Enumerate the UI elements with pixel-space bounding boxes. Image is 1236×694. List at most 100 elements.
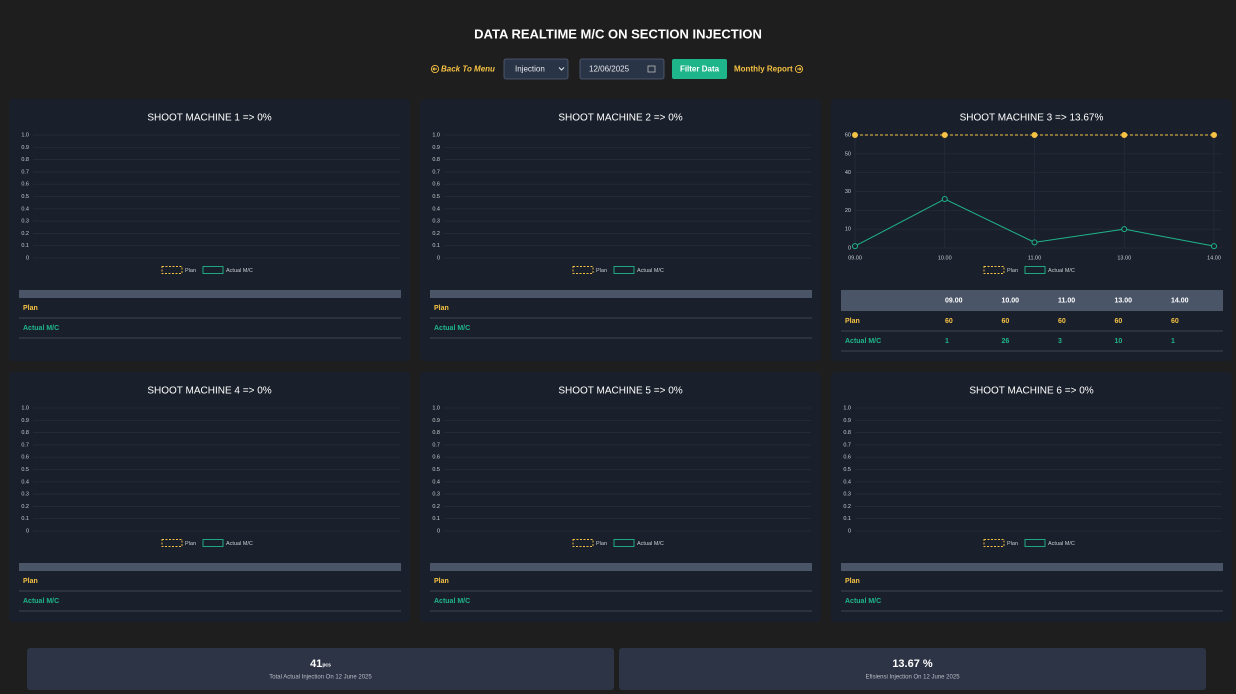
y-tick-label: 0.4: [432, 479, 440, 485]
y-tick-label: 0.2: [432, 504, 440, 510]
y-tick-label: 0: [437, 255, 440, 261]
legend-label: Plan: [596, 541, 607, 547]
data-point: [852, 132, 858, 138]
legend-swatch: [983, 266, 1005, 274]
filter-label[interactable]: Filter Data: [680, 65, 720, 74]
legend-swatch: [613, 266, 635, 274]
table-cell: 1: [1171, 338, 1175, 345]
legend-swatch: [613, 539, 635, 547]
date-input[interactable]: 12/06/2025: [579, 58, 665, 80]
y-tick-label: 1.0: [21, 405, 29, 411]
chart-title: SHOOT MACHINE 4 => 0%: [147, 386, 271, 397]
y-tick-label: 0.3: [432, 219, 440, 225]
legend-swatch: [202, 266, 224, 274]
y-tick-label: 0: [26, 528, 29, 534]
y-tick-label: 0.2: [21, 231, 29, 237]
y-tick-label: 50: [845, 151, 851, 157]
summary-efficiency: 13.67 % Efisiensi Injection On 12 June 2…: [619, 648, 1206, 690]
y-tick-label: 0: [437, 528, 440, 534]
y-tick-label: 0.8: [21, 157, 29, 163]
panel: [9, 372, 410, 622]
table-cell: 60: [1171, 318, 1179, 325]
summary-total: 41pcs Total Actual Injection On 12 June …: [27, 648, 614, 690]
y-tick-label: 0: [848, 528, 851, 534]
y-tick-label: 0.3: [843, 492, 851, 498]
legend-label: Plan: [596, 268, 607, 274]
table-cell: 60: [1115, 318, 1123, 325]
chart-title: SHOOT MACHINE 1 => 0%: [147, 113, 271, 124]
panel: [420, 99, 821, 361]
data-point: [852, 243, 858, 250]
table-cell: 60: [1058, 318, 1066, 325]
y-tick-label: 0.7: [21, 442, 29, 448]
table-cell: 1: [945, 338, 949, 345]
y-tick-label: 0.4: [843, 479, 851, 485]
table-row-label: Actual M/C: [845, 338, 881, 345]
y-tick-label: 0.9: [21, 418, 29, 424]
legend-label: Plan: [1007, 541, 1018, 547]
y-tick-label: 0.6: [21, 182, 29, 188]
table-header: [430, 290, 812, 298]
monthly-label[interactable]: Monthly Report: [734, 65, 793, 74]
y-tick-label: 0.8: [432, 157, 440, 163]
chart-title: SHOOT MACHINE 3 => 13.67%: [960, 113, 1104, 124]
y-tick-label: 0.9: [432, 418, 440, 424]
legend-label: Plan: [185, 541, 196, 547]
table-header: [430, 563, 812, 571]
y-tick-label: 0.5: [843, 467, 851, 473]
date-value[interactable]: 12/06/2025: [589, 65, 630, 74]
table-header-cell: 09.00: [945, 297, 963, 304]
table-header-cell: 10.00: [1002, 297, 1020, 304]
charts: SHOOT MACHINE 1 => 0% 0 0.1 0.2 0.3 0.4 0.5 0.6…: [9, 99, 1232, 622]
table-header: [841, 290, 1223, 311]
y-tick-label: 0.5: [21, 467, 29, 473]
table-cell: 60: [1002, 318, 1010, 325]
data-point: [1211, 132, 1217, 138]
data-point: [1031, 132, 1038, 138]
section-select[interactable]: Injection: [503, 58, 569, 80]
legend-label: Actual M/C: [637, 268, 664, 274]
y-tick-label: 0.5: [21, 194, 29, 200]
table-row-label: Actual M/C: [23, 325, 59, 332]
monthly-link[interactable]: Monthly Report: [734, 65, 804, 74]
y-tick-label: 20: [845, 208, 851, 214]
y-tick-label: 1.0: [432, 405, 440, 411]
total-value: 41pcs: [310, 658, 331, 670]
legend-swatch: [161, 539, 183, 547]
y-tick-label: 0.8: [432, 430, 440, 436]
table-cell: 10: [1115, 338, 1123, 345]
efficiency-value: 13.67 %: [892, 658, 933, 670]
y-tick-label: 0.1: [21, 516, 29, 522]
y-tick-label: 0.3: [21, 492, 29, 498]
legend-label: Actual M/C: [637, 541, 664, 547]
table-header: [19, 563, 401, 571]
y-tick-label: 1.0: [432, 132, 440, 138]
table-row-label: Actual M/C: [845, 598, 881, 605]
chart-title: SHOOT MACHINE 2 => 0%: [558, 113, 682, 124]
table-cell: 3: [1058, 338, 1062, 345]
legend-swatch: [202, 539, 224, 547]
page-title: DATA REALTIME M/C ON SECTION INJECTION: [474, 26, 762, 41]
legend-swatch: [572, 539, 594, 547]
data-point: [1031, 239, 1038, 246]
y-tick-label: 0.1: [432, 516, 440, 522]
table-row-label: Plan: [434, 578, 449, 585]
y-tick-label: 0.2: [843, 504, 851, 510]
back-link[interactable]: Back To Menu: [430, 65, 495, 74]
y-tick-label: 0.4: [21, 206, 29, 212]
efficiency-caption: Efisiensi Injection On 12 June 2025: [865, 675, 960, 681]
y-tick-label: 0.1: [843, 516, 851, 522]
y-tick-label: 0.6: [843, 455, 851, 461]
filter-button[interactable]: Filter Data: [672, 59, 727, 79]
y-tick-label: 10: [845, 227, 851, 233]
back-label[interactable]: Back To Menu: [441, 65, 495, 74]
table-row-label: Actual M/C: [434, 325, 470, 332]
total-number: 41: [310, 658, 322, 670]
y-tick-label: 0.7: [432, 442, 440, 448]
x-tick-label: 10.00: [938, 255, 952, 261]
y-tick-label: 0.6: [432, 455, 440, 461]
select-value[interactable]: Injection: [515, 65, 545, 74]
panel: [9, 99, 410, 361]
table-row-label: Plan: [434, 305, 449, 312]
